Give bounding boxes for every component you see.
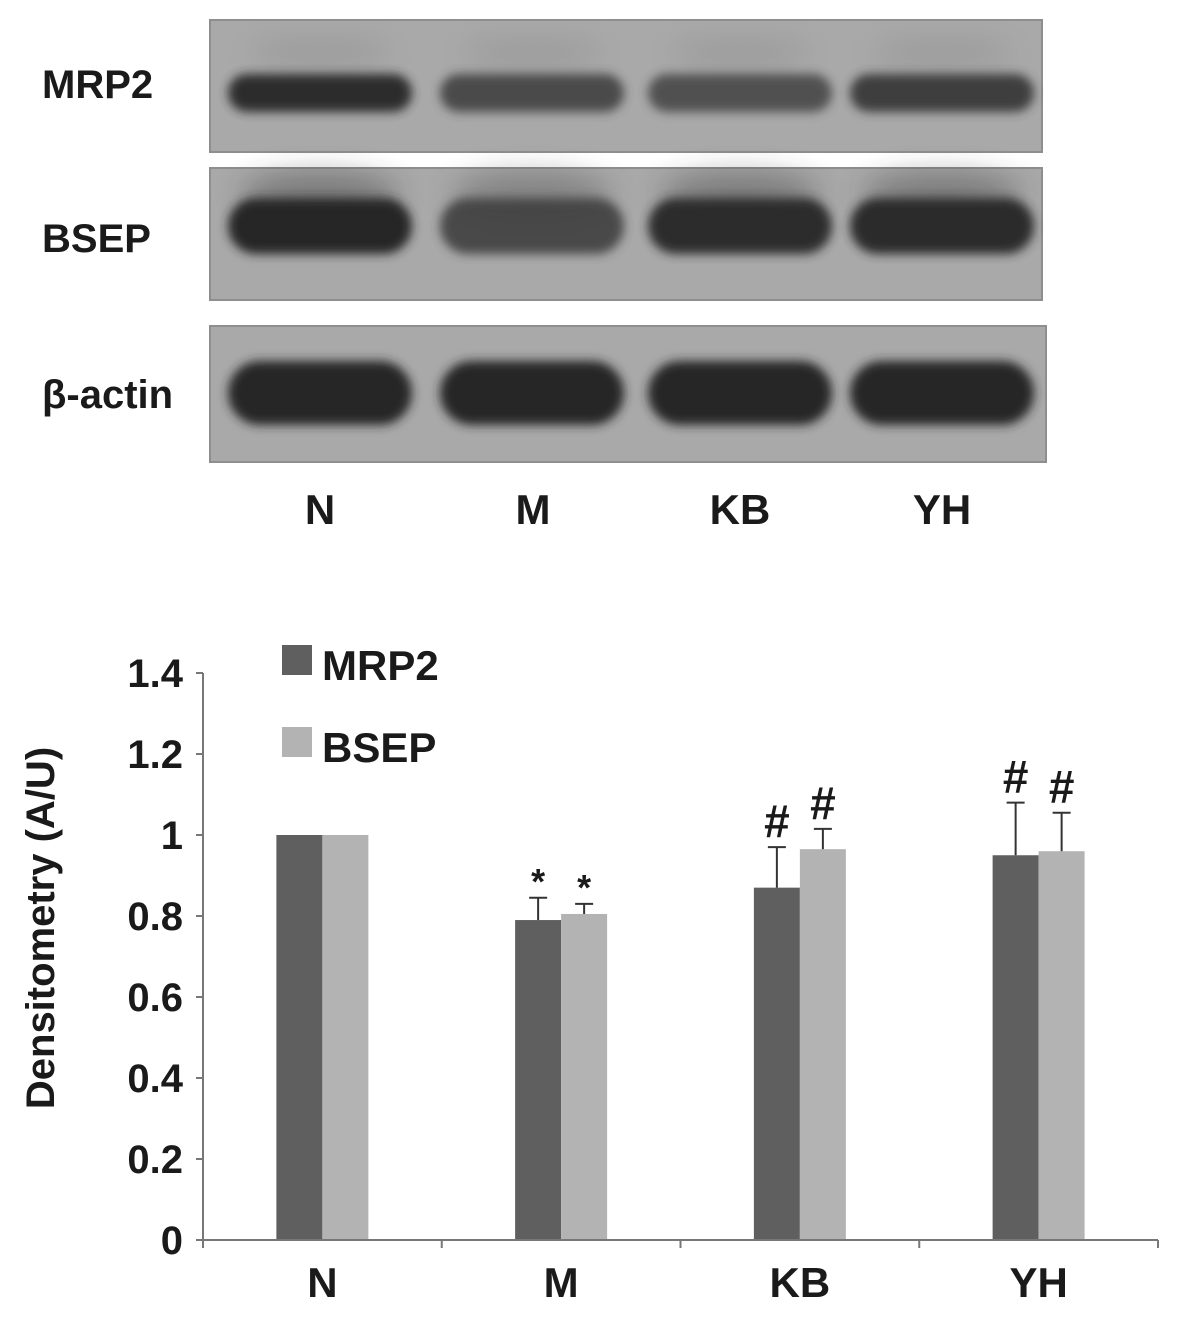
- x-axis-ticks: N M KB YH: [202, 1240, 1159, 1306]
- blot-row-label-mrp2: MRP2: [42, 63, 153, 107]
- blot-row-label-beta-actin: β-actin: [42, 373, 173, 417]
- blot-band-smear: [670, 39, 810, 67]
- bar-bsep-kb: [799, 849, 846, 1240]
- legend-label-mrp2: MRP2: [322, 642, 439, 689]
- x-tick-label-m: M: [544, 1259, 579, 1306]
- bar-mrp2-kb: [753, 887, 800, 1240]
- blot-band-bsep-kb: [648, 198, 832, 254]
- blot-lane-label-kb: KB: [710, 486, 771, 533]
- y-tick-label: 0: [161, 1219, 183, 1263]
- western-blot-panel: MRP2 BSEP β-actin N M KB YH: [42, 19, 1047, 533]
- x-tick-label-kb: KB: [770, 1259, 831, 1306]
- blot-strip-border: [209, 325, 1047, 463]
- bar-mrp2-yh: [992, 855, 1039, 1240]
- y-tick-label: 1.2: [127, 733, 183, 777]
- blot-band-mrp2-m: [440, 74, 624, 112]
- legend: MRP2 BSEP: [282, 642, 439, 771]
- y-tick-label: 0.8: [127, 895, 183, 939]
- bars: * * # # # #: [276, 751, 1085, 1240]
- blot-band-bsep-yh: [850, 198, 1034, 254]
- significance-marker-mrp2-kb: #: [764, 795, 790, 847]
- blot-band-mrp2-yh: [850, 74, 1034, 112]
- legend-swatch-bsep: [282, 727, 312, 757]
- y-tick-label: 0.2: [127, 1138, 183, 1182]
- blot-strip-border: [209, 19, 1043, 153]
- significance-marker-bsep-kb: #: [810, 777, 836, 829]
- bar-bsep-n: [322, 835, 369, 1240]
- blot-lane-label-n: N: [305, 486, 335, 533]
- legend-swatch-mrp2: [282, 645, 312, 675]
- blot-band-actin-m: [440, 361, 624, 425]
- significance-marker-mrp2-m: *: [531, 861, 545, 902]
- blot-band-smear: [250, 39, 390, 67]
- y-axis-label: Densitometry (A/U): [19, 747, 63, 1109]
- significance-marker-bsep-m: *: [577, 867, 591, 908]
- blot-band-actin-kb: [648, 361, 832, 425]
- significance-marker-bsep-yh: #: [1049, 761, 1075, 813]
- blot-strip-actin: [209, 325, 1047, 463]
- x-tick-label-yh: YH: [1009, 1259, 1067, 1306]
- y-tick-label: 1: [161, 814, 183, 858]
- blot-band-smear: [462, 39, 602, 67]
- bar-mrp2-m: [515, 920, 562, 1240]
- blot-band-actin-yh: [850, 361, 1034, 425]
- blot-row-label-bsep: BSEP: [42, 217, 151, 261]
- blot-band-bsep-m: [440, 198, 624, 254]
- blot-strips: [209, 19, 1047, 463]
- blot-lane-label-m: M: [516, 486, 551, 533]
- blot-strip-mrp2: [209, 19, 1043, 153]
- blot-lane-label-yh: YH: [913, 486, 971, 533]
- blot-strip-border: [209, 167, 1043, 301]
- blot-band-mrp2-n: [228, 74, 412, 112]
- bar-bsep-yh: [1038, 851, 1085, 1240]
- blot-band-bsep-n: [228, 198, 412, 254]
- bar-chart: Densitometry (A/U) 00.20.40.60.811.21.4 …: [19, 642, 1159, 1306]
- bar-bsep-m: [561, 913, 608, 1240]
- legend-label-bsep: BSEP: [322, 724, 436, 771]
- x-tick-label-n: N: [307, 1259, 337, 1306]
- blot-band-actin-n: [228, 361, 412, 425]
- bar-mrp2-n: [276, 835, 323, 1240]
- blot-strip-bsep: [209, 167, 1043, 301]
- blot-band-mrp2-kb: [648, 74, 832, 112]
- y-tick-label: 1.4: [127, 652, 183, 696]
- significance-marker-mrp2-yh: #: [1003, 751, 1029, 803]
- y-tick-label: 0.4: [127, 1057, 183, 1101]
- y-axis-ticks: 0 0.2 0.4 0.6 0.8 1 1.2 1.4: [127, 652, 203, 1263]
- y-tick-label: 0.6: [127, 976, 183, 1020]
- blot-band-smear: [872, 39, 1012, 67]
